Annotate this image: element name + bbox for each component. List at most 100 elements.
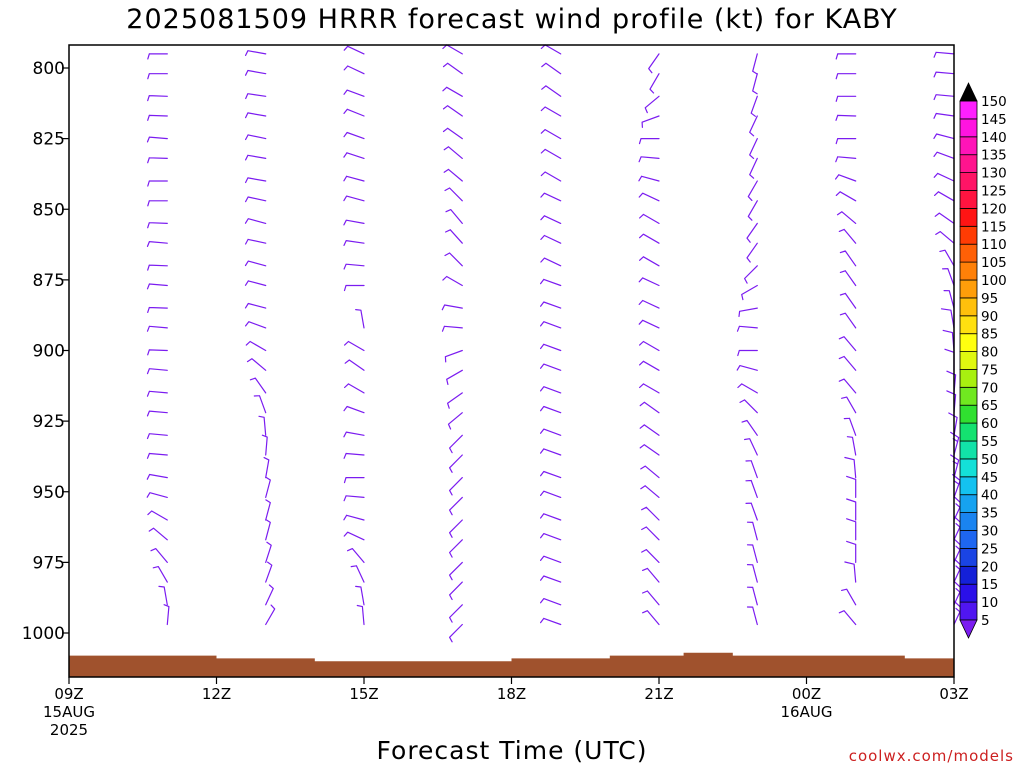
wind-barb bbox=[253, 395, 267, 414]
wind-barb bbox=[147, 510, 168, 521]
wind-barb bbox=[343, 219, 365, 226]
wind-barb bbox=[449, 539, 463, 558]
wind-barb bbox=[838, 228, 857, 244]
color-scale-label: 80 bbox=[981, 345, 998, 361]
color-scale-cell bbox=[959, 279, 978, 299]
wind-barb bbox=[841, 396, 857, 414]
wind-barb bbox=[752, 73, 758, 95]
wind-barb bbox=[540, 575, 562, 583]
color-scale-cell bbox=[959, 207, 978, 227]
wind-barb bbox=[449, 623, 463, 643]
wind-barb bbox=[343, 152, 365, 159]
wind-barb bbox=[838, 610, 857, 626]
wind-barb bbox=[540, 234, 562, 244]
wind-barb bbox=[541, 62, 562, 75]
wind-barb bbox=[147, 95, 168, 102]
wind-barb bbox=[746, 564, 758, 583]
wind-barb bbox=[841, 588, 857, 606]
wind-barb bbox=[343, 240, 365, 246]
plot-frame bbox=[68, 44, 955, 678]
wind-barb bbox=[265, 476, 271, 498]
wind-barb bbox=[265, 541, 272, 563]
color-scale-label: 135 bbox=[981, 148, 1007, 164]
color-scale-label: 55 bbox=[981, 434, 998, 450]
wind-barb bbox=[540, 428, 562, 436]
color-scale-label: 60 bbox=[981, 416, 998, 432]
wind-barb bbox=[540, 192, 562, 202]
color-scale-label: 115 bbox=[981, 219, 1007, 235]
wind-barb bbox=[940, 308, 955, 329]
wind-barb bbox=[343, 131, 365, 140]
wind-barb bbox=[746, 242, 758, 263]
wind-barb bbox=[355, 309, 365, 329]
y-tick-label: 825 bbox=[33, 130, 65, 150]
wind-barb bbox=[739, 399, 758, 414]
wind-barb bbox=[746, 521, 758, 541]
wind-barb bbox=[147, 264, 168, 271]
wind-barb bbox=[844, 456, 857, 479]
wind-barb bbox=[839, 250, 857, 267]
color-scale-cell bbox=[959, 458, 978, 478]
wind-profile-03Z bbox=[933, 51, 963, 626]
wind-barb bbox=[441, 325, 463, 332]
x-tick-label: 00Z bbox=[792, 685, 821, 703]
wind-barb bbox=[933, 51, 955, 58]
color-scale-label: 75 bbox=[981, 362, 998, 378]
wind-barb bbox=[343, 514, 365, 521]
wind-barb bbox=[148, 527, 168, 541]
wind-barb bbox=[752, 53, 758, 75]
wind-barb bbox=[540, 321, 562, 329]
wind-barb bbox=[736, 365, 758, 371]
wind-barb bbox=[442, 105, 463, 117]
wind-barb bbox=[443, 168, 463, 182]
wind-barb bbox=[442, 62, 463, 75]
wind-barb bbox=[846, 436, 857, 456]
y-tick-label: 975 bbox=[33, 553, 65, 573]
wind-barb bbox=[749, 115, 758, 137]
wind-barb bbox=[444, 187, 463, 202]
wind-barb bbox=[146, 368, 168, 375]
wind-barb bbox=[442, 44, 463, 55]
color-scale-label: 45 bbox=[981, 470, 998, 486]
wind-barb bbox=[540, 363, 562, 371]
color-scale-label: 100 bbox=[981, 273, 1007, 289]
wind-barb bbox=[245, 321, 267, 329]
wind-barb bbox=[838, 355, 857, 371]
color-scale-cell bbox=[959, 368, 978, 388]
wind-barb bbox=[835, 53, 857, 60]
wind-barb bbox=[934, 212, 955, 224]
color-scale-label: 130 bbox=[981, 166, 1007, 182]
color-scale-cell bbox=[959, 118, 978, 138]
y-tick-label: 900 bbox=[33, 342, 65, 362]
wind-barb bbox=[261, 434, 268, 456]
wind-barb bbox=[846, 498, 857, 521]
wind-barb bbox=[245, 177, 267, 184]
wind-barb bbox=[344, 383, 365, 394]
wind-barb bbox=[639, 233, 660, 244]
wind-barb bbox=[147, 306, 168, 313]
wind-barb bbox=[540, 555, 562, 563]
y-tick-label: 800 bbox=[33, 59, 65, 79]
wind-barb bbox=[147, 157, 168, 164]
y-tick-label: 1000 bbox=[22, 624, 65, 644]
y-tick-label: 875 bbox=[33, 271, 65, 291]
wind-barb bbox=[263, 457, 270, 479]
wind-barb bbox=[835, 156, 857, 163]
wind-barb bbox=[638, 277, 660, 287]
color-scale-cell bbox=[959, 601, 978, 621]
wind-barbs bbox=[146, 44, 963, 643]
wind-barb bbox=[933, 133, 955, 140]
color-scale-label: 10 bbox=[981, 595, 998, 611]
wind-barb bbox=[356, 604, 365, 626]
color-scale-cell bbox=[959, 512, 978, 531]
wind-barb bbox=[642, 590, 660, 606]
wind-profile-11Z bbox=[146, 53, 170, 626]
wind-barb bbox=[343, 263, 365, 270]
wind-barb bbox=[540, 617, 562, 626]
color-scale-label: 120 bbox=[981, 201, 1007, 217]
y-axis: 800 825 850 875 900 925 950 975 1000 bbox=[22, 59, 69, 644]
color-scale-cell bbox=[959, 583, 978, 603]
wind-profile-15Z bbox=[343, 45, 365, 626]
wind-barb bbox=[749, 157, 758, 179]
